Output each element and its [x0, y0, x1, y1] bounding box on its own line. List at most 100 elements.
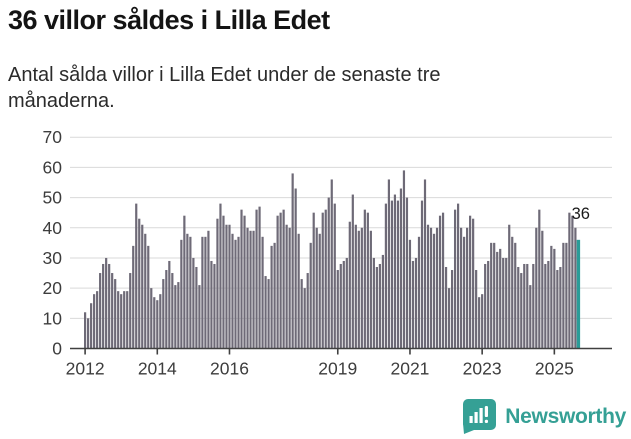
bar	[547, 260, 550, 349]
bar	[276, 215, 279, 349]
bar	[237, 236, 240, 349]
bar	[472, 218, 475, 349]
bar	[469, 215, 472, 349]
bar	[186, 233, 189, 349]
bar	[84, 312, 87, 349]
bar	[183, 215, 186, 349]
bar	[306, 273, 309, 349]
bar	[411, 260, 415, 349]
bar	[526, 263, 529, 349]
bar	[180, 239, 183, 349]
bar	[123, 291, 126, 349]
bar	[360, 227, 363, 349]
bar	[354, 224, 357, 349]
x-tick-label: 2016	[210, 359, 249, 379]
bar	[327, 197, 330, 349]
bar	[517, 266, 520, 349]
bar	[303, 288, 306, 349]
bar	[252, 230, 255, 349]
chart-subtitle: Antal sålda villor i Lilla Edet under de…	[8, 64, 441, 113]
bar	[559, 266, 562, 349]
y-tick-label: 50	[43, 188, 63, 208]
bar	[117, 291, 120, 349]
bar	[132, 245, 135, 349]
bar	[309, 242, 312, 349]
bar	[556, 270, 559, 349]
bar	[435, 227, 439, 349]
bar	[441, 212, 445, 349]
brand-footer: Newsworthy	[461, 398, 626, 435]
bar	[114, 279, 117, 349]
bar	[171, 273, 174, 349]
bar	[105, 257, 108, 349]
bar	[285, 224, 288, 349]
bar	[96, 291, 99, 349]
bar	[447, 288, 451, 349]
bar	[243, 215, 246, 349]
bar	[222, 215, 225, 349]
bar	[357, 230, 360, 349]
bar	[300, 279, 303, 349]
bar	[321, 212, 324, 349]
bar	[520, 273, 523, 349]
bar	[246, 227, 249, 349]
bar	[574, 227, 577, 349]
bar	[372, 257, 375, 349]
x-tick-label: 2021	[390, 359, 429, 379]
highlight-value-label: 36	[572, 205, 590, 223]
bar	[135, 203, 138, 349]
bar	[333, 203, 336, 349]
y-tick-label: 20	[43, 278, 63, 298]
bar	[342, 260, 345, 349]
bar	[562, 242, 565, 349]
bar	[336, 270, 339, 349]
x-tick-label: 2019	[318, 359, 357, 379]
bar	[429, 227, 433, 349]
bar	[234, 239, 237, 349]
bar	[87, 318, 90, 349]
bar	[390, 200, 394, 349]
bar	[240, 209, 243, 349]
bar	[423, 179, 427, 349]
bar	[120, 294, 123, 349]
bar	[387, 179, 391, 349]
bar	[249, 230, 252, 349]
y-tick-label: 40	[43, 218, 63, 238]
bar	[297, 233, 300, 349]
bar	[478, 297, 481, 349]
bar	[255, 209, 258, 349]
y-tick-label: 30	[43, 248, 63, 268]
bar	[544, 263, 547, 349]
bar	[267, 279, 270, 349]
x-tick-label: 2023	[463, 359, 502, 379]
bar	[402, 170, 406, 349]
bar	[393, 194, 397, 349]
bar	[351, 194, 354, 349]
bar	[375, 266, 378, 349]
bar	[432, 233, 436, 349]
bar	[505, 257, 508, 349]
newsworthy-icon	[463, 399, 497, 434]
bar	[490, 242, 493, 349]
bar	[396, 200, 400, 349]
bar	[499, 248, 502, 349]
bar	[261, 236, 264, 349]
bar	[484, 263, 487, 349]
bar	[523, 263, 526, 349]
x-tick-label: 2012	[66, 359, 105, 379]
bar	[147, 245, 150, 349]
bar	[291, 173, 294, 349]
bar	[159, 294, 162, 349]
bar	[444, 266, 448, 349]
bar	[426, 224, 430, 349]
bar	[177, 282, 180, 349]
bar	[219, 203, 222, 349]
bar	[345, 257, 348, 349]
bar	[216, 218, 219, 349]
bar	[225, 224, 228, 349]
bar	[201, 236, 204, 349]
bar	[550, 245, 553, 349]
bar	[168, 260, 171, 349]
